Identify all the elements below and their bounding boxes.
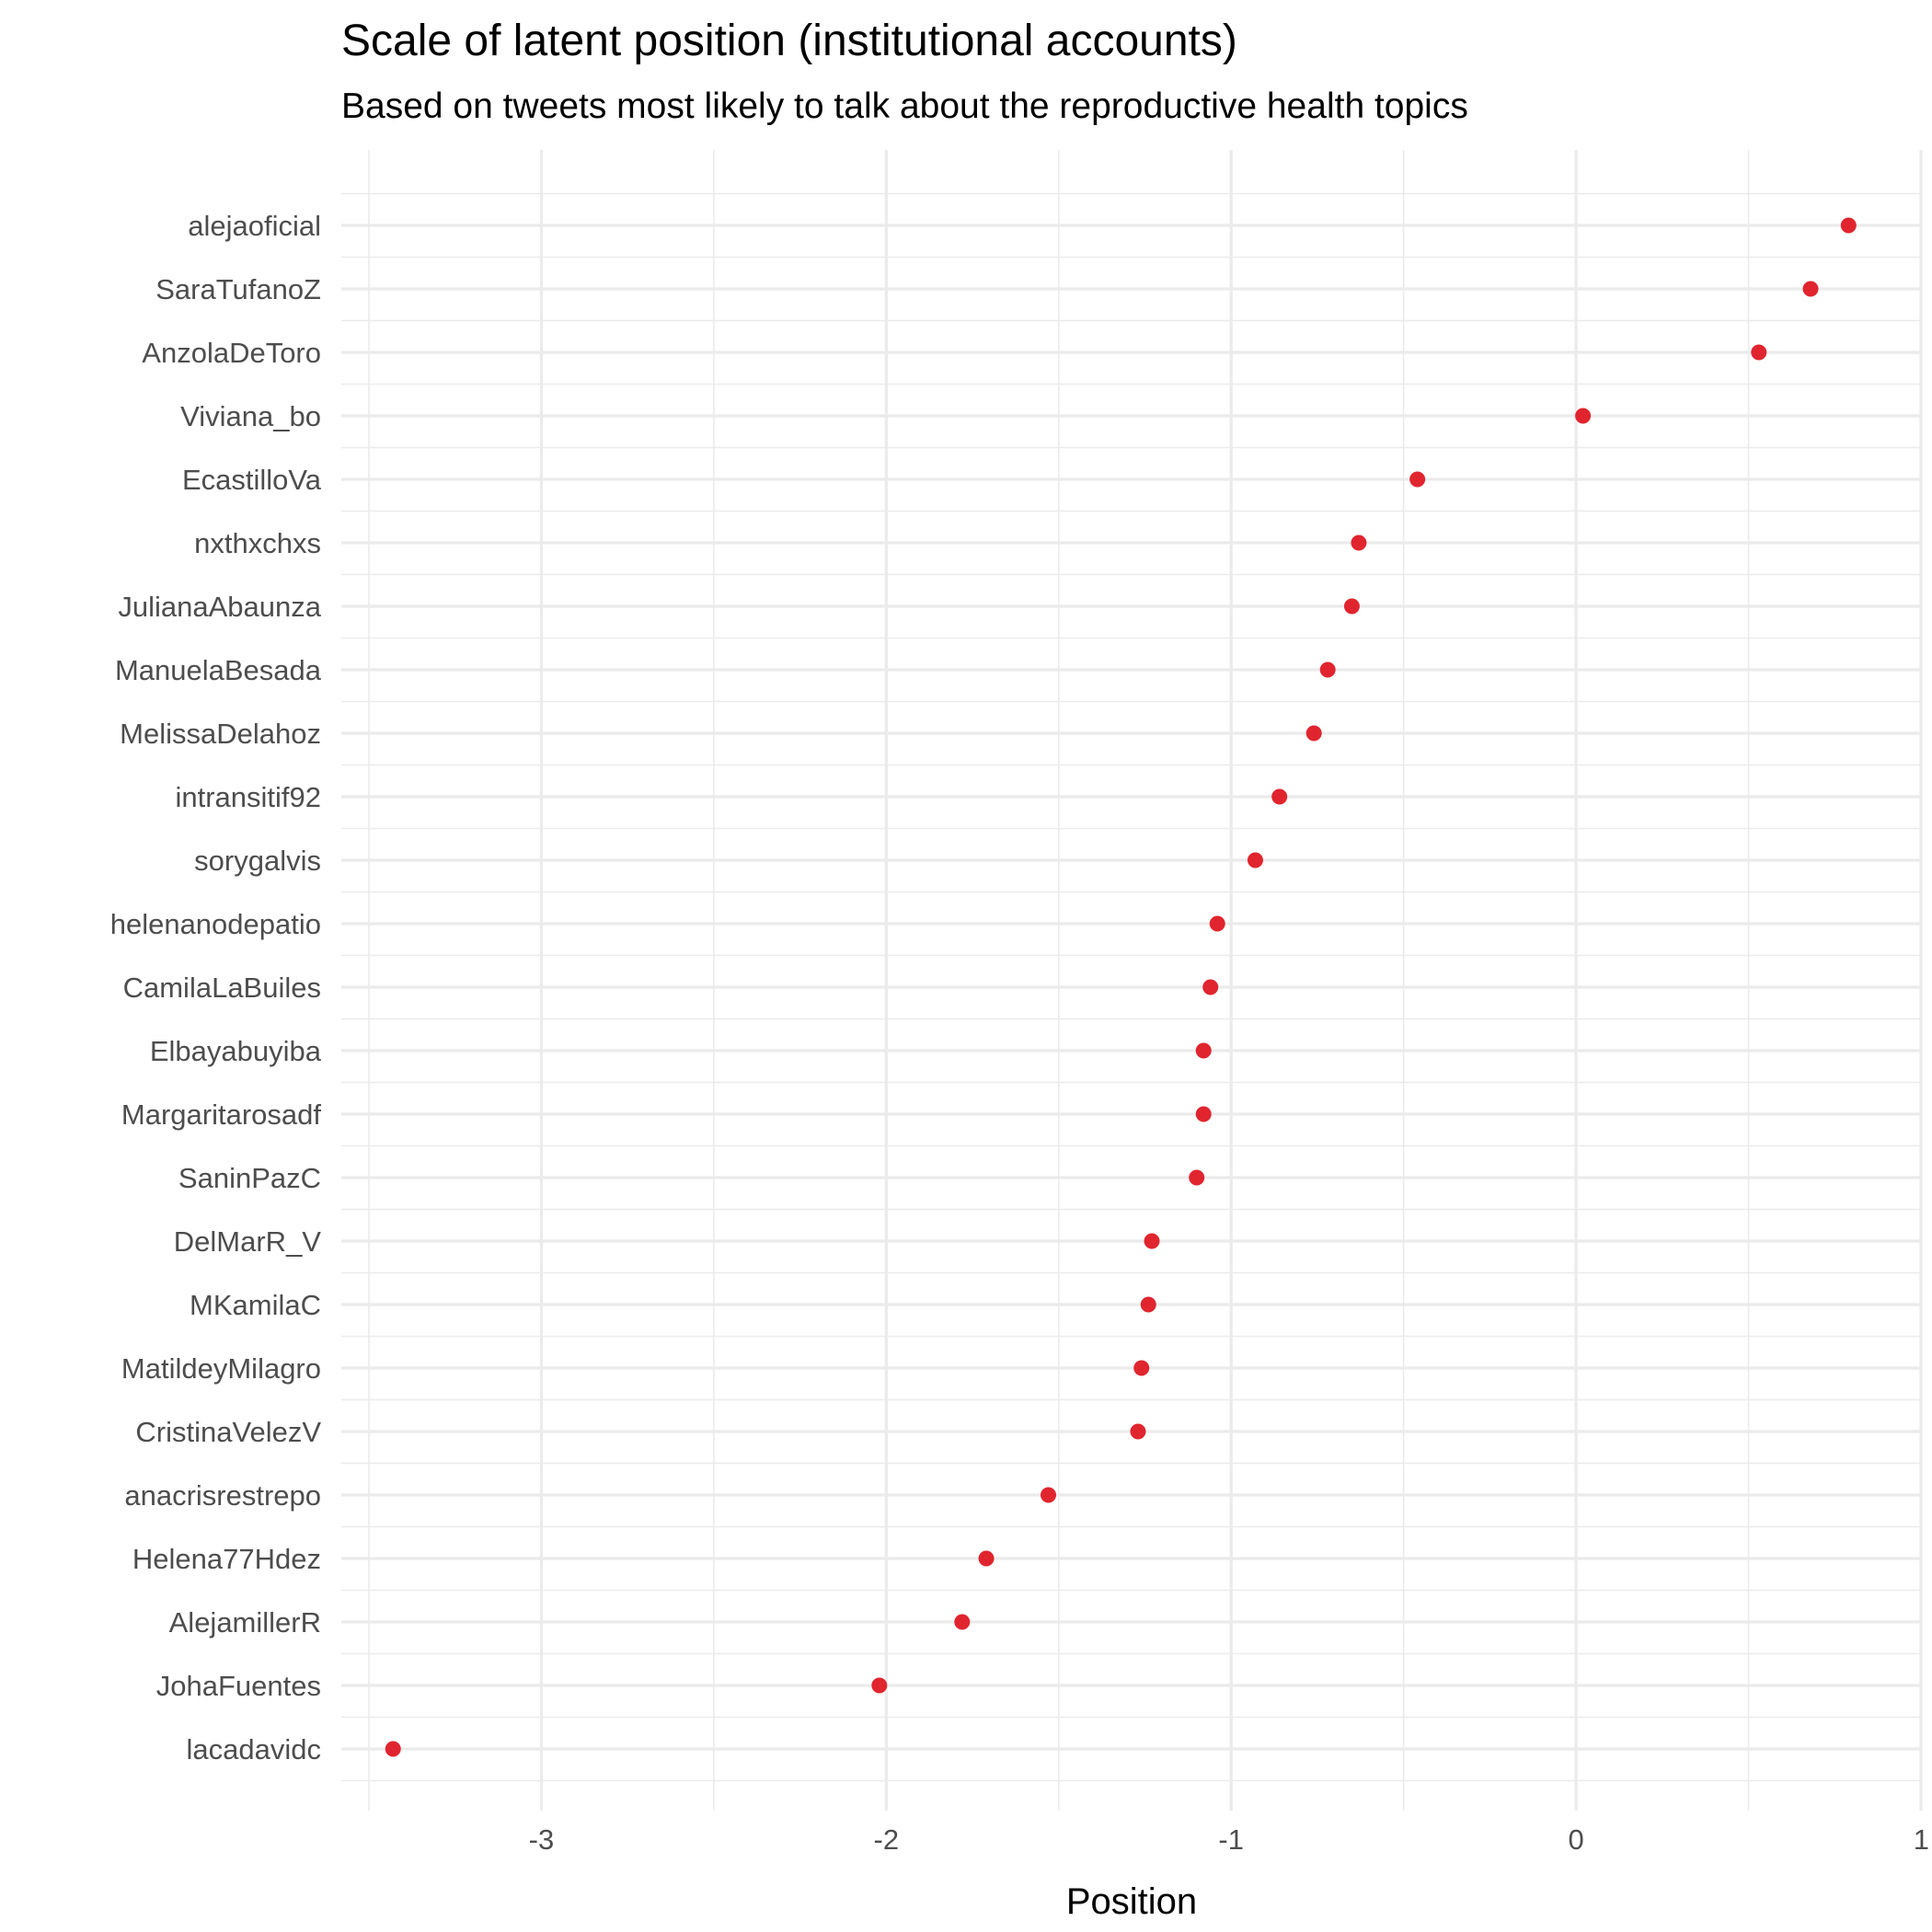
data-point <box>385 1741 401 1757</box>
data-point <box>1202 979 1219 995</box>
data-point <box>1351 535 1367 551</box>
y-axis-tick-labels: alejaoficial SaraTufanoZ AnzolaDeToro Vivia… <box>110 210 322 1765</box>
minor-gridlines <box>341 150 1921 1811</box>
y-tick-label: Margaritarosadf <box>121 1098 321 1131</box>
y-tick-label: MKamilaC <box>190 1289 321 1321</box>
x-axis-tick-labels: -3 -2 -1 0 1 <box>529 1823 1929 1856</box>
y-tick-label: AnzolaDeToro <box>142 337 321 369</box>
data-point <box>1271 788 1288 805</box>
data-point <box>1144 1233 1160 1249</box>
y-tick-label: MelissaDelahoz <box>120 718 321 750</box>
chart-title: Scale of latent position (institutional … <box>341 17 1237 65</box>
data-point <box>1189 1169 1205 1186</box>
data-point <box>1409 471 1426 488</box>
y-tick-label: alejaoficial <box>188 210 321 242</box>
y-tick-label: Viviana_bo <box>180 400 321 432</box>
y-tick-label: CamilaLaBuiles <box>123 972 321 1004</box>
data-point <box>1140 1296 1156 1313</box>
y-tick-label: AlejamillerR <box>169 1606 321 1639</box>
x-tick-label: -2 <box>874 1823 900 1856</box>
y-tick-label: ManuelaBesada <box>115 654 322 686</box>
y-tick-label: helenanodepatio <box>110 908 321 940</box>
y-tick-label: EcastilloVa <box>182 464 322 496</box>
data-point <box>1130 1423 1146 1440</box>
y-tick-label: JohaFuentes <box>156 1670 321 1702</box>
y-tick-label: CristinaVelezV <box>135 1416 321 1448</box>
x-axis-label: Position <box>1066 1881 1197 1922</box>
data-point <box>1195 1042 1212 1059</box>
y-tick-label: anacrisrestrepo <box>124 1479 321 1512</box>
y-tick-label: DelMarR_V <box>174 1225 322 1258</box>
data-point <box>1247 852 1263 868</box>
data-point <box>1343 598 1360 615</box>
x-tick-label: 1 <box>1914 1823 1929 1856</box>
y-tick-label: intransitif92 <box>175 781 321 813</box>
x-tick-label: -3 <box>529 1823 555 1856</box>
y-tick-label: SaninPazC <box>178 1162 321 1194</box>
x-tick-label: 0 <box>1568 1823 1583 1856</box>
data-point <box>1209 915 1225 932</box>
data-points <box>385 217 1857 1757</box>
data-point <box>1751 344 1767 361</box>
data-point <box>1840 217 1857 234</box>
y-tick-label: Helena77Hdez <box>132 1543 321 1575</box>
y-tick-label: MatildeyMilagro <box>121 1352 321 1385</box>
data-point <box>1305 725 1322 742</box>
y-tick-label: nxthxchxs <box>194 527 321 559</box>
chart-subtitle: Based on tweets most likely to talk abou… <box>341 86 1468 126</box>
data-point <box>871 1677 888 1694</box>
y-tick-label: sorygalvis <box>194 845 321 877</box>
y-tick-label: Elbayabuyiba <box>150 1035 322 1067</box>
y-tick-label: lacadavidc <box>187 1733 321 1765</box>
major-gridlines <box>341 150 1923 1811</box>
x-tick-label: -1 <box>1218 1823 1244 1856</box>
data-point <box>1041 1487 1057 1503</box>
data-point <box>1802 281 1819 297</box>
y-tick-label: SaraTufanoZ <box>155 273 321 305</box>
data-point <box>978 1550 995 1567</box>
data-point <box>1575 408 1592 424</box>
data-point <box>1195 1106 1212 1122</box>
data-point <box>954 1614 971 1630</box>
data-point <box>1319 661 1336 678</box>
y-tick-label: JulianaAbaunza <box>118 591 321 623</box>
data-point <box>1133 1360 1150 1376</box>
